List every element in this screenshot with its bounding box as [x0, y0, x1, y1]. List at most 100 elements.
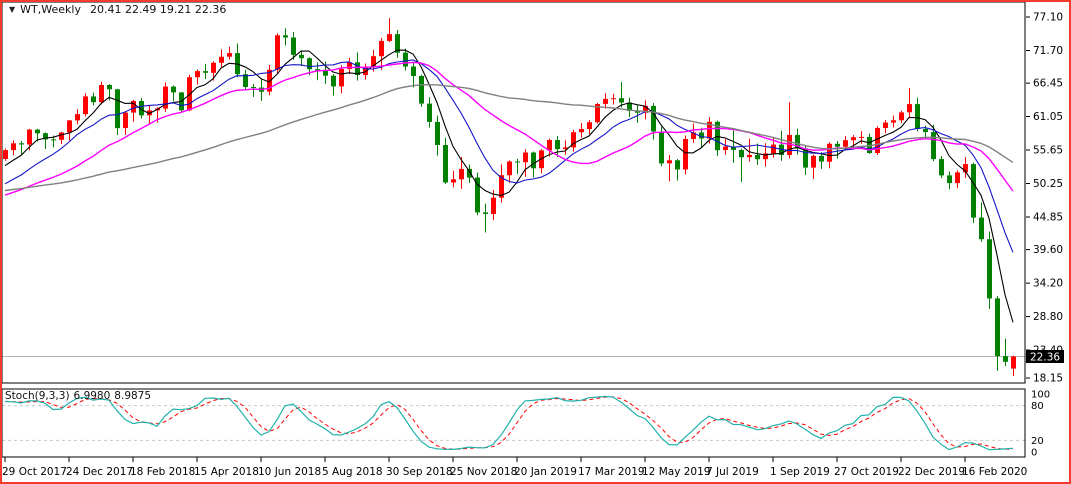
candle[interactable] [283, 28, 288, 46]
candle[interactable] [171, 85, 176, 102]
candle[interactable] [435, 115, 440, 156]
candle[interactable] [755, 143, 760, 166]
candle[interactable] [331, 74, 336, 96]
candle[interactable] [659, 126, 664, 167]
candle[interactable] [923, 125, 928, 140]
candle[interactable] [475, 172, 480, 216]
candle[interactable] [843, 136, 848, 150]
candle[interactable] [987, 231, 992, 309]
candle[interactable] [483, 203, 488, 233]
candle[interactable] [163, 82, 168, 112]
candle[interactable] [371, 49, 376, 72]
candle[interactable] [115, 88, 120, 135]
candle[interactable] [803, 146, 808, 175]
candle[interactable] [931, 124, 936, 162]
candle[interactable] [971, 162, 976, 224]
candle[interactable] [675, 159, 680, 181]
candle[interactable] [835, 141, 840, 159]
candle[interactable] [947, 171, 952, 190]
candle[interactable] [499, 164, 504, 203]
candle[interactable] [587, 120, 592, 135]
candle[interactable] [59, 131, 64, 145]
candle[interactable] [795, 128, 800, 155]
candle[interactable] [299, 51, 304, 66]
candle[interactable] [443, 137, 448, 185]
candle[interactable] [563, 140, 568, 155]
candle[interactable] [603, 93, 608, 109]
candle[interactable] [147, 105, 152, 124]
candle[interactable] [891, 115, 896, 128]
candle[interactable] [43, 132, 48, 149]
candle[interactable] [219, 49, 224, 68]
candle[interactable] [875, 126, 880, 155]
candle[interactable] [731, 130, 736, 163]
candle[interactable] [699, 127, 704, 148]
candle[interactable] [411, 61, 416, 88]
candle[interactable] [787, 102, 792, 159]
candle[interactable] [555, 136, 560, 157]
candle[interactable] [99, 81, 104, 105]
candle[interactable] [595, 102, 600, 124]
candle[interactable] [123, 111, 128, 135]
candle[interactable] [611, 93, 616, 105]
candle[interactable] [75, 109, 80, 125]
candle[interactable] [139, 98, 144, 119]
candle[interactable] [651, 103, 656, 140]
candle[interactable] [899, 110, 904, 123]
price-scale[interactable]: 77.10 71.70 66.45 61.05 55.65 50.25 44.85 39.60… [1026, 12, 1063, 385]
stoch-pane[interactable] [1, 388, 1026, 458]
candle[interactable] [323, 61, 328, 84]
candle[interactable] [723, 139, 728, 155]
candle[interactable] [995, 296, 1000, 371]
candle[interactable] [83, 93, 88, 117]
candle[interactable] [379, 37, 384, 70]
candle[interactable] [915, 97, 920, 132]
candle[interactable] [451, 170, 456, 188]
candle[interactable] [819, 152, 824, 169]
candle[interactable] [851, 135, 856, 148]
candle[interactable] [811, 154, 816, 179]
candle[interactable] [531, 151, 536, 178]
candle[interactable] [19, 141, 24, 154]
candle[interactable] [91, 92, 96, 106]
candle[interactable] [1003, 338, 1008, 367]
candle[interactable] [955, 170, 960, 189]
candle[interactable] [11, 140, 16, 156]
candle[interactable] [187, 74, 192, 112]
candle[interactable] [507, 160, 512, 183]
candle[interactable] [907, 88, 912, 118]
candle[interactable] [523, 149, 528, 177]
candle[interactable] [515, 158, 520, 174]
candle[interactable] [395, 30, 400, 58]
candle[interactable] [459, 156, 464, 189]
candle[interactable] [643, 100, 648, 120]
candle[interactable] [131, 99, 136, 122]
candle[interactable] [1011, 355, 1016, 376]
candle[interactable] [963, 157, 968, 178]
candle[interactable] [779, 130, 784, 161]
candle[interactable] [227, 46, 232, 60]
candle[interactable] [739, 148, 744, 182]
candle[interactable] [707, 117, 712, 144]
candle[interactable] [667, 155, 672, 182]
candle[interactable] [403, 48, 408, 71]
candle[interactable] [491, 190, 496, 221]
candle[interactable] [467, 164, 472, 183]
candle[interactable] [195, 69, 200, 85]
candle[interactable] [419, 74, 424, 107]
candle[interactable] [547, 138, 552, 157]
candle[interactable] [243, 69, 248, 90]
candle[interactable] [427, 97, 432, 128]
candle[interactable] [867, 133, 872, 154]
candle[interactable] [67, 119, 72, 141]
candle[interactable] [635, 104, 640, 123]
candle[interactable] [51, 135, 56, 148]
candle[interactable] [251, 84, 256, 97]
candle[interactable] [539, 149, 544, 174]
candle[interactable] [387, 18, 392, 43]
candle[interactable] [3, 148, 8, 161]
candle[interactable] [35, 128, 40, 142]
